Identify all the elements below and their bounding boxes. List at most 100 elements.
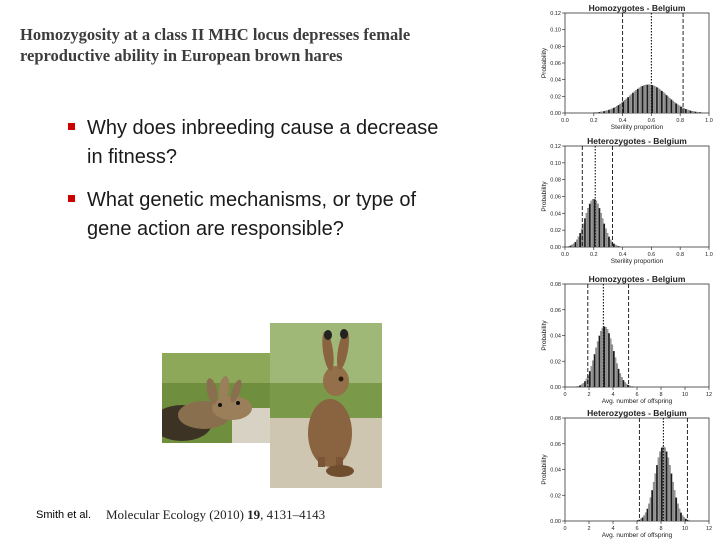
histogram-bar [584, 381, 586, 388]
histogram-bar [657, 457, 660, 522]
y-tick-label: 0.02 [550, 359, 561, 365]
chart-homozygotes-sterility: Homozygotes - Belgium 0.00 0.02 0.04 0.06 0.0… [541, 3, 713, 131]
histogram-bar [609, 109, 612, 114]
x-axis-label: Sterility proportion [611, 258, 664, 265]
x-tick-label: 0.6 [648, 118, 656, 124]
histogram-bar [598, 335, 601, 388]
histogram-bar [636, 520, 639, 522]
journal-pages: , 4131–4143 [260, 507, 326, 522]
histogram-bar [683, 517, 686, 522]
histogram-bar [585, 213, 588, 248]
slide-title: Homozygosity at a class II MHC locus dep… [20, 24, 520, 66]
histogram-bar [598, 112, 601, 114]
histogram-bar [595, 347, 598, 388]
journal-year: (2010) [209, 507, 244, 522]
x-tick-label: 12 [706, 526, 712, 532]
chart-title: Homozygotes - Belgium [589, 274, 686, 284]
histogram-bar [596, 203, 599, 248]
histogram-bar [643, 85, 646, 114]
square-bullet-icon [68, 123, 75, 130]
histogram-bar [648, 503, 650, 522]
histogram-bar [692, 111, 695, 114]
citation-journal: Molecular Ecology (2010) 19, 4131–4143 [106, 507, 325, 523]
x-tick-label: 4 [611, 526, 614, 532]
y-tick-label: 0.08 [550, 416, 561, 422]
histogram-bar [617, 105, 620, 114]
histogram-bar [604, 326, 607, 388]
histogram-bar [603, 111, 606, 114]
y-tick-label: 0.00 [550, 385, 561, 391]
histogram-bar [579, 233, 582, 248]
chart-title: Homozygotes - Belgium [589, 3, 686, 13]
histogram-bar [691, 111, 694, 114]
histogram-bar [678, 508, 681, 522]
x-tick-label: 6 [635, 392, 638, 398]
histogram-bar [596, 112, 599, 114]
histogram-bar [665, 95, 668, 114]
histogram-bar [633, 91, 636, 114]
histogram-bar [660, 90, 663, 114]
histogram-bar [576, 386, 578, 388]
y-tick-label: 0.10 [550, 161, 561, 167]
histogram-bar [577, 385, 580, 388]
histogram-bar [681, 515, 684, 522]
histogram-bar [646, 84, 649, 114]
histogram-bar [664, 93, 666, 114]
histogram-bar [619, 103, 622, 114]
journal-volume: 19 [247, 507, 261, 522]
chart-panel-3: Homozygotes - Belgium 0.00 0.02 0.04 0.06 0.0… [537, 274, 715, 405]
histogram-bar [638, 87, 641, 114]
x-tick-label: 0 [563, 526, 566, 532]
histogram-bar [670, 99, 673, 114]
histogram-bar [654, 86, 657, 114]
histogram-bar [574, 241, 577, 248]
histogram-bar [598, 208, 601, 248]
histogram-bar [580, 384, 583, 388]
histogram-bar [660, 447, 663, 522]
journal-name: Molecular Ecology [106, 507, 206, 522]
histogram-bar [600, 331, 602, 388]
x-tick-label: 12 [706, 392, 712, 398]
histogram-bar [587, 208, 590, 248]
x-tick-label: 0.0 [561, 252, 569, 258]
bullet-list: Why does inbreeding cause a decrease in … [66, 114, 516, 258]
histogram-bar [590, 366, 593, 388]
histogram-bar [652, 85, 655, 114]
y-axis-label: Probability [541, 181, 548, 212]
y-tick-label: 0.08 [550, 44, 561, 50]
histogram-bar [654, 473, 657, 522]
y-axis-label: Probability [541, 47, 548, 78]
histogram-bar [600, 111, 602, 114]
histogram-bar [585, 378, 588, 388]
histogram-bar [611, 344, 614, 388]
chart-panel-1: Homozygotes - Belgium 0.00 0.02 0.04 0.06 0.0… [537, 3, 715, 131]
histogram-bar [664, 447, 666, 522]
photo-brown-hare [270, 323, 382, 488]
histogram-bar [625, 98, 628, 114]
histogram-bar [630, 94, 633, 114]
histogram-bar [697, 112, 700, 114]
histogram-bar [640, 86, 642, 114]
photo-leverets [162, 353, 275, 443]
x-tick-label: 8 [659, 392, 662, 398]
histogram-bar [649, 497, 652, 522]
histogram-bar [673, 490, 676, 522]
histogram-bar [604, 228, 607, 248]
y-tick-label: 0.02 [550, 493, 561, 499]
histogram-bar [625, 383, 628, 388]
histogram-bar [582, 383, 585, 388]
histogram-bar [609, 239, 612, 248]
chart-panel-2: Heterozygotes - Belgium 0.00 0.02 0.04 0.06 0… [537, 136, 715, 265]
y-tick-label: 0.10 [550, 28, 561, 34]
histogram-bar [592, 199, 594, 248]
histogram-bar [609, 338, 612, 388]
y-tick-label: 0.06 [550, 195, 561, 201]
slide-title-line-2: reproductive ability in European brown h… [20, 46, 343, 65]
histogram-bar [600, 213, 602, 248]
y-tick-label: 0.04 [550, 334, 561, 340]
y-tick-label: 0.04 [550, 78, 561, 84]
y-axis-label: Probability [541, 454, 548, 485]
histogram-bar [579, 385, 582, 388]
histogram-bar [588, 203, 591, 248]
histogram-bar [624, 382, 626, 388]
